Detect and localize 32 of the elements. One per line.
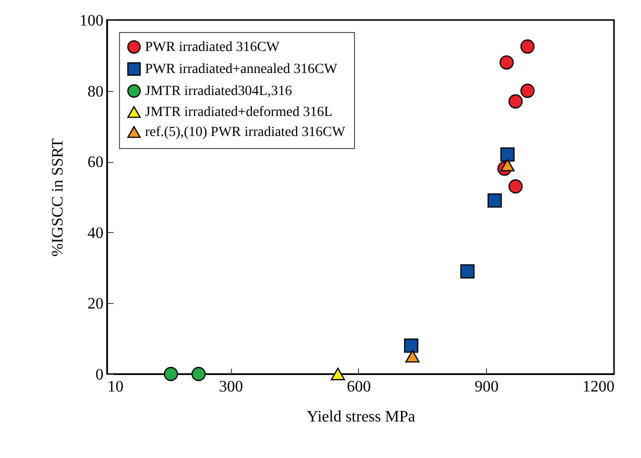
y-tick-label: 80 xyxy=(88,83,104,100)
point xyxy=(520,39,535,54)
point xyxy=(405,350,420,363)
point xyxy=(460,264,475,278)
point xyxy=(500,55,514,70)
point xyxy=(508,94,523,109)
point xyxy=(500,158,515,172)
x-tick-label: 1200 xyxy=(582,378,614,396)
legend-label: JMTR irradiated304L,316 xyxy=(145,84,292,99)
x-tick-label: 600 xyxy=(346,378,371,396)
legend-label: PWR irradiated 316CW xyxy=(145,40,280,55)
x-tick-label: 10 xyxy=(108,378,124,396)
x-axis-title: Yield stress MPa xyxy=(306,408,416,426)
point xyxy=(191,366,206,382)
y-tick-label: 20 xyxy=(88,296,104,313)
legend-label: JMTR irradiated+deformed 316L xyxy=(145,105,333,120)
y-tick-label: 0 xyxy=(96,366,104,384)
y-tick-label: 60 xyxy=(88,154,104,172)
point xyxy=(520,84,535,98)
legend-label: PWR irradiated+annealed 316CW xyxy=(145,62,338,77)
point xyxy=(500,147,515,162)
point xyxy=(164,366,178,382)
point xyxy=(404,338,418,353)
x-tick-label: 300 xyxy=(219,378,244,396)
x-tick-label: 900 xyxy=(474,378,499,396)
point xyxy=(330,368,346,380)
y-tick-label: 100 xyxy=(80,12,104,30)
point xyxy=(488,193,502,208)
legend-label: ref.(5),(10) PWR irradiated 316CW xyxy=(145,125,346,140)
y-axis-title: %IGSCC in SSRT xyxy=(50,138,66,257)
point xyxy=(508,179,523,194)
y-tick-label: 40 xyxy=(88,224,104,242)
